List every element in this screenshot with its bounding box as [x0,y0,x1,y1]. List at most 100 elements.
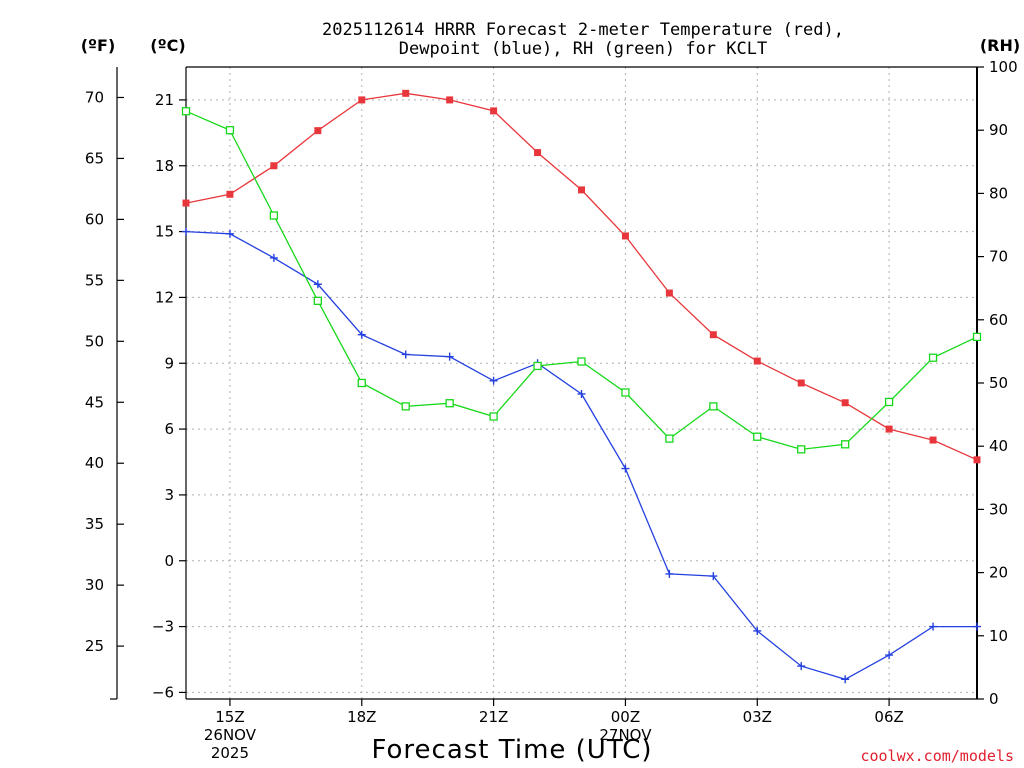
series-dewpoint [182,227,981,684]
rh-point [533,361,542,371]
rh-tick-label: 50 [989,374,1008,392]
dewpoint-point [885,651,894,660]
x-tick-label: 15Z [215,708,244,726]
celsius-tick-label: 15 [155,223,174,241]
celsius-tick-label: −3 [152,618,174,636]
temperature-point [402,89,410,97]
rh-tick-label: 70 [989,248,1008,266]
temperature-point [490,107,498,115]
chart-title-line-2: Dewpoint (blue), RH (green) for KCLT [399,39,767,59]
rh-line [185,110,978,451]
temperature-point [709,331,717,339]
rh-point [313,296,322,305]
rh-point [225,126,235,135]
series-rh [181,107,982,454]
x-tick-date-label: 2025 [211,744,249,762]
dewpoint-point [357,330,366,339]
dewpoint-point [269,253,278,262]
dewpoint-point [841,675,850,684]
temperature-point [578,186,585,194]
celsius-tick-label: 3 [164,486,174,504]
x-tick-date-label: 27NOV [599,726,652,744]
dewpoint-point [621,464,630,473]
dewpoint-point [401,350,410,359]
rh-point [841,440,850,449]
fahrenheit-tick-label: 65 [85,149,104,167]
rh-point [269,211,279,220]
rh-point [621,388,630,397]
rh-tick-label: 20 [989,564,1008,582]
x-tick-label: 18Z [347,708,376,726]
celsius-tick-label: 21 [155,91,174,109]
rh-point [665,434,674,443]
temperature-point [446,96,454,104]
x-tick-label: 00Z [611,708,640,726]
rh-point [489,412,498,421]
x-tick-date-label: 26NOV [204,726,257,744]
rh-tick-label: 100 [989,58,1018,76]
axes [110,66,984,706]
chart-title-line-1: 2025112614 HRRR Forecast 2-meter Tempera… [322,20,844,40]
rh-tick-label: 30 [989,500,1008,518]
celsius-tick-label: 12 [155,288,174,306]
temperature-point [973,456,981,464]
rh-point [401,402,410,411]
rh-point [181,107,191,116]
temperature-point [753,357,761,365]
temperature-point [226,190,234,198]
temperature-point [665,289,673,297]
rh-tick-label: 0 [989,690,999,708]
dewpoint-point [577,389,586,398]
dewpoint-point [797,662,806,671]
dewpoint-point [973,622,981,631]
x-tick-label: 06Z [874,708,903,726]
rh-tick-label: 90 [989,121,1008,139]
fahrenheit-tick-label: 70 [85,88,104,106]
dewpoint-point [445,352,454,361]
dewpoint-point [489,376,498,385]
celsius-tick-label: 18 [155,157,174,175]
rh-tick-label: 60 [989,311,1008,329]
x-tick-label: 21Z [479,708,508,726]
data-series [181,89,982,684]
temperature-point [182,199,190,207]
fahrenheit-tick-label: 45 [85,393,104,411]
gridlines [186,67,977,699]
rh-point [753,432,762,441]
fahrenheit-tick-label: 60 [85,210,104,228]
credit-text[interactable]: coolwx.com/models [860,747,1014,765]
celsius-tick-label: −6 [152,683,174,701]
fahrenheit-tick-label: 30 [85,576,104,594]
celsius-tick-label: 0 [164,552,174,570]
dewpoint-point [709,572,718,581]
dewpoint-line [185,230,977,681]
temperature-point [270,162,278,170]
fahrenheit-tick-label: 40 [85,454,104,472]
rh-point [709,402,718,411]
rh-point [445,399,454,408]
temperature-point [885,425,893,433]
rh-point [972,332,982,342]
tick-labels: 70656055504540353025211815129630−3−61009… [85,58,1018,762]
fahrenheit-tick-label: 35 [85,515,104,533]
dewpoint-point [929,622,938,631]
rh-tick-label: 40 [989,437,1008,455]
temperature-point [929,436,937,444]
rh-unit-label: (RH) [980,36,1020,55]
rh-point [357,378,366,388]
temperature-point [797,379,805,387]
x-axis-label: Forecast Time (UTC) [371,735,652,765]
dewpoint-point [665,569,674,578]
fahrenheit-unit-label: (ºF) [81,36,116,55]
fahrenheit-tick-label: 50 [85,332,104,350]
celsius-tick-label: 9 [164,354,174,372]
fahrenheit-tick-label: 25 [85,637,104,655]
temperature-point [621,232,629,240]
temperature-point [314,127,322,135]
rh-tick-label: 80 [989,184,1008,202]
rh-tick-label: 10 [989,627,1008,645]
temperature-point [358,96,366,104]
dewpoint-point [313,280,322,289]
rh-point [577,357,586,366]
